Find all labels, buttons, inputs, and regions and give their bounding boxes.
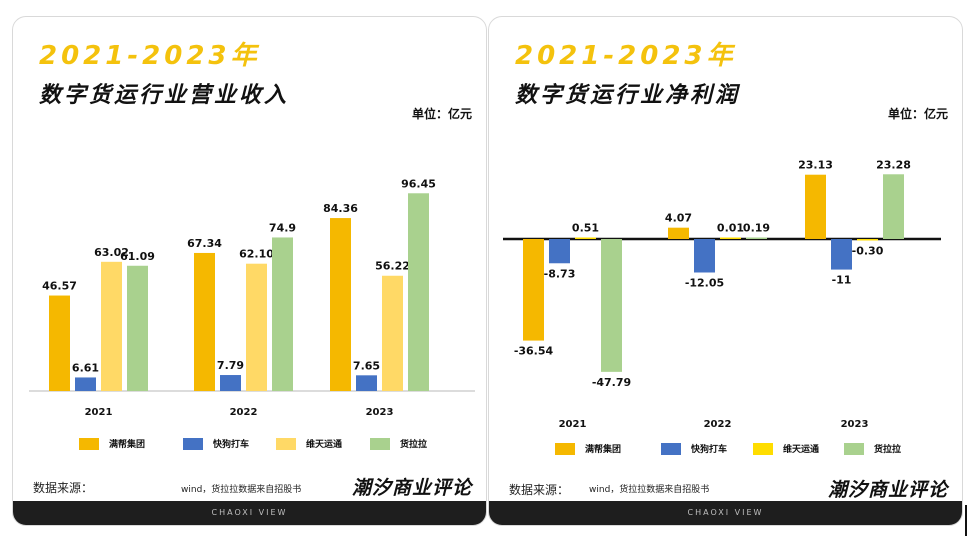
- data-label: 0.19: [743, 222, 770, 235]
- data-label: 7.65: [353, 359, 380, 372]
- legend-item: 维天运通: [753, 442, 819, 455]
- bar: [75, 377, 96, 391]
- data-label: -36.54: [514, 345, 554, 358]
- bar: [408, 193, 429, 391]
- category-label: 2021: [559, 419, 587, 430]
- bar: [883, 174, 904, 239]
- revenue-card: 2021-2023年 数字货运行业营业收入 单位：亿元 46.57 67.34 84…: [12, 16, 487, 526]
- bar: [246, 263, 267, 391]
- bar: [746, 237, 767, 239]
- category-label: 2023: [366, 407, 394, 418]
- legend-label: 满帮集团: [585, 445, 622, 455]
- legend-item: 快狗打车: [183, 437, 249, 450]
- legend-swatch: [276, 437, 296, 450]
- legend-item: 货拉拉: [370, 437, 427, 450]
- bar: [694, 239, 715, 273]
- legend-swatch: [661, 442, 681, 455]
- unit-label: 单位：亿元: [887, 107, 948, 121]
- revenue-bar-chart: 46.57 67.34 84.36 6.61 7.79 7.65 63.02 62.10 56.…: [29, 177, 475, 418]
- source-label: 数据来源：: [509, 483, 570, 497]
- legend-label: 货拉拉: [400, 440, 428, 450]
- data-label: 74.9: [269, 221, 296, 234]
- legend-label: 维天运通: [306, 440, 343, 450]
- bar: [857, 239, 878, 241]
- bar: [330, 218, 351, 391]
- source-text: wind，货拉拉数据来自招股书: [181, 485, 302, 495]
- legend-label: 快狗打车: [213, 440, 250, 450]
- data-label: -8.73: [544, 267, 576, 280]
- data-label: 96.45: [401, 177, 436, 190]
- data-label: 6.61: [72, 361, 99, 374]
- data-label: 84.36: [323, 202, 358, 215]
- data-label: 0.01: [717, 222, 744, 235]
- category-label: 2023: [841, 419, 869, 430]
- legend-swatch: [370, 437, 390, 450]
- bar: [127, 265, 148, 391]
- data-label: 0.51: [572, 222, 599, 235]
- card-headline: 2021-2023年: [515, 41, 737, 71]
- data-label: -12.05: [685, 276, 724, 289]
- data-label: 4.07: [665, 212, 692, 225]
- brand-logo: 潮汐商业评论: [351, 477, 472, 499]
- chart-legend: 满帮集团 快狗打车 维天运通 货拉拉: [489, 442, 962, 458]
- data-label: 63.02: [94, 246, 129, 259]
- legend-swatch: [555, 442, 575, 455]
- unit-label: 单位：亿元: [411, 107, 472, 121]
- source-text: wind，货拉拉数据来自招股书: [589, 485, 710, 495]
- data-label: -0.30: [852, 245, 884, 258]
- chart-title: 数字货运行业净利润: [515, 83, 741, 108]
- legend-item: 快狗打车: [661, 442, 727, 455]
- legend-label: 满帮集团: [109, 440, 146, 450]
- category-label: 2022: [704, 419, 732, 430]
- bar: [49, 295, 70, 391]
- bar: [101, 261, 122, 391]
- card-headline: 2021-2023年: [39, 41, 261, 71]
- bar: [382, 275, 403, 391]
- data-label: 7.79: [217, 359, 244, 372]
- edge-divider: [965, 505, 967, 536]
- legend-label: 货拉拉: [874, 445, 902, 455]
- footer-bar: CHAOXI VIEW: [489, 501, 962, 525]
- category-label: 2021: [85, 407, 113, 418]
- data-label: 62.10: [239, 248, 274, 261]
- legend-label: 维天运通: [783, 445, 820, 455]
- legend-item: 货拉拉: [844, 442, 901, 455]
- bar: [220, 375, 241, 391]
- category-label: 2022: [230, 407, 258, 418]
- legend-item: 满帮集团: [79, 437, 145, 450]
- bar: [575, 237, 596, 239]
- bar: [805, 174, 826, 239]
- legend-swatch: [844, 442, 864, 455]
- chart-title: 数字货运行业营业收入: [39, 83, 290, 108]
- legend-swatch: [753, 442, 773, 455]
- bar: [194, 252, 215, 391]
- bar: [831, 239, 852, 270]
- net-profit-bar-chart: -36.54 4.07 23.13 -8.73 -12.05 -11 0.51 0.01 -0.…: [503, 158, 941, 430]
- data-label: 61.09: [120, 250, 155, 263]
- legend-item: 满帮集团: [555, 442, 621, 455]
- data-label: 56.22: [375, 260, 410, 273]
- data-label: 23.28: [876, 158, 911, 171]
- source-label: 数据来源：: [33, 481, 94, 495]
- legend-label: 快狗打车: [691, 445, 728, 455]
- bar: [668, 227, 689, 239]
- bar: [272, 237, 293, 391]
- footer-bar: CHAOXI VIEW: [13, 501, 486, 525]
- bar: [601, 239, 622, 372]
- legend-swatch: [183, 437, 203, 450]
- data-label: 67.34: [187, 237, 222, 250]
- bar: [549, 239, 570, 264]
- data-label: 23.13: [798, 159, 833, 172]
- chart-legend: 满帮集团 快狗打车 维天运通 货拉拉: [13, 437, 486, 453]
- net-profit-card: 2021-2023年 数字货运行业净利润 单位：亿元 -36.54 4.07 23.…: [488, 16, 963, 526]
- data-label: -47.79: [592, 376, 631, 389]
- legend-item: 维天运通: [276, 437, 342, 450]
- bar: [356, 375, 377, 391]
- bar: [720, 237, 741, 239]
- data-label: 46.57: [42, 280, 77, 293]
- data-label: -11: [832, 274, 852, 287]
- bar: [523, 239, 544, 341]
- brand-logo: 潮汐商业评论: [827, 479, 948, 501]
- legend-swatch: [79, 437, 99, 450]
